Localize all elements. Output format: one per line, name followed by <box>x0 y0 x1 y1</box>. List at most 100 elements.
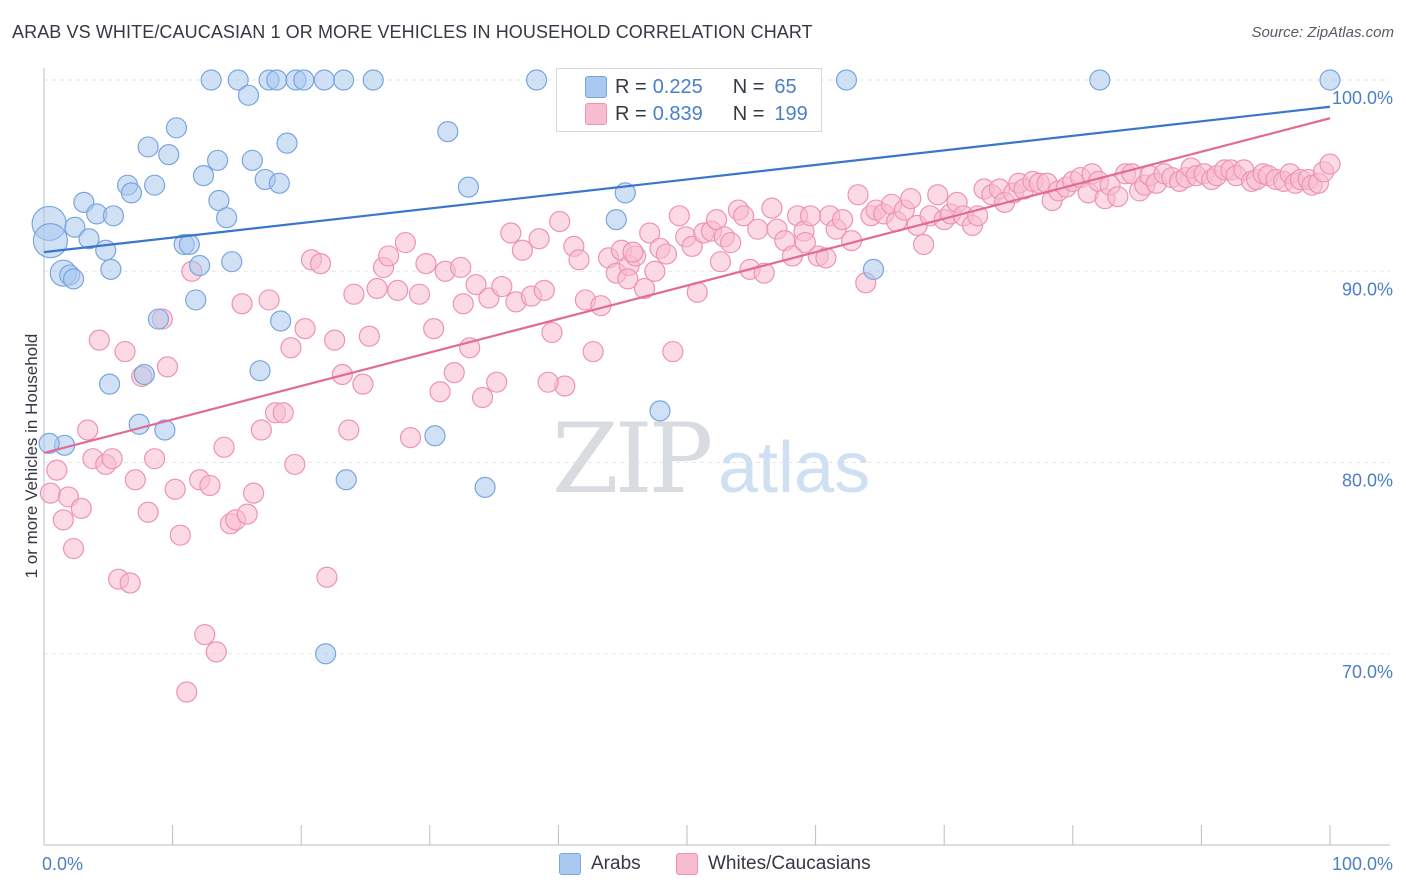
data-point <box>387 279 409 301</box>
data-point <box>437 121 459 143</box>
data-point <box>169 524 191 546</box>
data-point <box>474 476 496 498</box>
data-point <box>156 356 179 378</box>
data-point <box>100 258 122 280</box>
chart-source: Source: ZipAtlas.com <box>1251 24 1394 41</box>
data-point <box>62 268 85 290</box>
data-point <box>192 165 215 187</box>
data-point <box>681 235 703 257</box>
data-point <box>352 373 374 395</box>
data-point <box>668 205 690 227</box>
legend-n-label: N = <box>732 75 765 98</box>
data-point <box>119 572 141 594</box>
series-whites <box>39 153 1341 703</box>
data-point <box>424 425 446 447</box>
data-point <box>227 69 249 91</box>
data-point <box>862 258 885 280</box>
axes <box>43 68 1390 846</box>
legend-r-value: 0.225 <box>652 75 703 98</box>
data-point <box>194 624 216 646</box>
data-point <box>617 268 639 290</box>
data-point <box>207 149 229 171</box>
data-point <box>450 256 472 279</box>
data-point <box>423 318 445 340</box>
data-point <box>639 222 661 244</box>
data-point <box>88 329 110 351</box>
data-point <box>309 253 332 275</box>
data-point <box>525 69 548 91</box>
data-point <box>622 241 644 263</box>
legend-n-value: 65 <box>774 75 797 98</box>
data-point <box>537 371 559 393</box>
data-point <box>102 205 125 227</box>
data-point <box>98 373 121 395</box>
data-point <box>408 283 431 305</box>
x-tick-label: 0.0% <box>42 854 83 874</box>
data-point <box>46 459 68 481</box>
data-point <box>335 469 357 491</box>
data-point <box>486 371 508 393</box>
data-point <box>147 308 170 330</box>
data-point <box>913 233 935 256</box>
data-point <box>176 681 198 703</box>
data-point <box>128 413 150 435</box>
data-point <box>231 293 253 315</box>
data-point <box>366 277 388 300</box>
data-point <box>258 289 280 311</box>
data-point <box>832 209 854 231</box>
data-point <box>633 277 656 300</box>
data-point <box>394 231 416 254</box>
data-point <box>358 325 380 347</box>
data-point <box>165 117 188 139</box>
data-point <box>216 207 238 229</box>
data-point <box>114 340 136 363</box>
data-point <box>799 205 822 227</box>
data-point <box>362 69 384 91</box>
legend-swatch-whites <box>585 103 607 125</box>
data-point <box>511 239 533 261</box>
data-point <box>316 566 338 588</box>
data-point <box>236 503 258 525</box>
data-point <box>77 419 99 441</box>
data-point <box>39 482 62 504</box>
legend-swatch-whites <box>676 853 698 875</box>
data-point <box>64 216 86 238</box>
data-point <box>293 69 315 91</box>
data-point <box>276 132 298 154</box>
legend-n-value: 199 <box>774 102 808 125</box>
data-point <box>1089 69 1111 91</box>
data-point <box>200 69 222 91</box>
data-point <box>137 501 159 523</box>
watermark-atlas: atlas <box>718 428 870 508</box>
data-point <box>133 363 155 386</box>
data-point <box>243 482 265 504</box>
data-point <box>582 340 604 363</box>
data-point <box>338 419 360 441</box>
y-tick-label: 100.0% <box>1332 88 1393 108</box>
data-point <box>315 643 337 665</box>
legend-r-label: R = <box>615 102 647 125</box>
legend-r-value: 0.839 <box>652 102 703 125</box>
data-point <box>143 174 166 196</box>
data-point <box>605 209 627 231</box>
chart-title: ARAB VS WHITE/CAUCASIAN 1 OR MORE VEHICL… <box>12 22 813 42</box>
legend-label-arabs: Arabs <box>591 853 641 874</box>
data-point <box>333 69 355 91</box>
data-point <box>415 253 437 275</box>
data-point <box>399 427 422 449</box>
data-point <box>158 143 180 166</box>
data-point <box>443 362 465 384</box>
data-point <box>154 419 176 441</box>
data-point <box>78 228 100 250</box>
data-point <box>189 254 211 277</box>
data-point <box>847 184 869 206</box>
data-point <box>272 402 294 424</box>
data-point <box>213 436 235 458</box>
series-legend: Arabs Whites/Caucasians <box>0 852 1406 878</box>
legend-label-whites: Whites/Caucasians <box>708 853 871 874</box>
data-point <box>313 69 335 91</box>
data-point <box>378 245 400 267</box>
y-tick-label: 90.0% <box>1342 279 1393 299</box>
x-tick-label: 100.0% <box>1332 854 1393 874</box>
data-point <box>62 537 85 560</box>
